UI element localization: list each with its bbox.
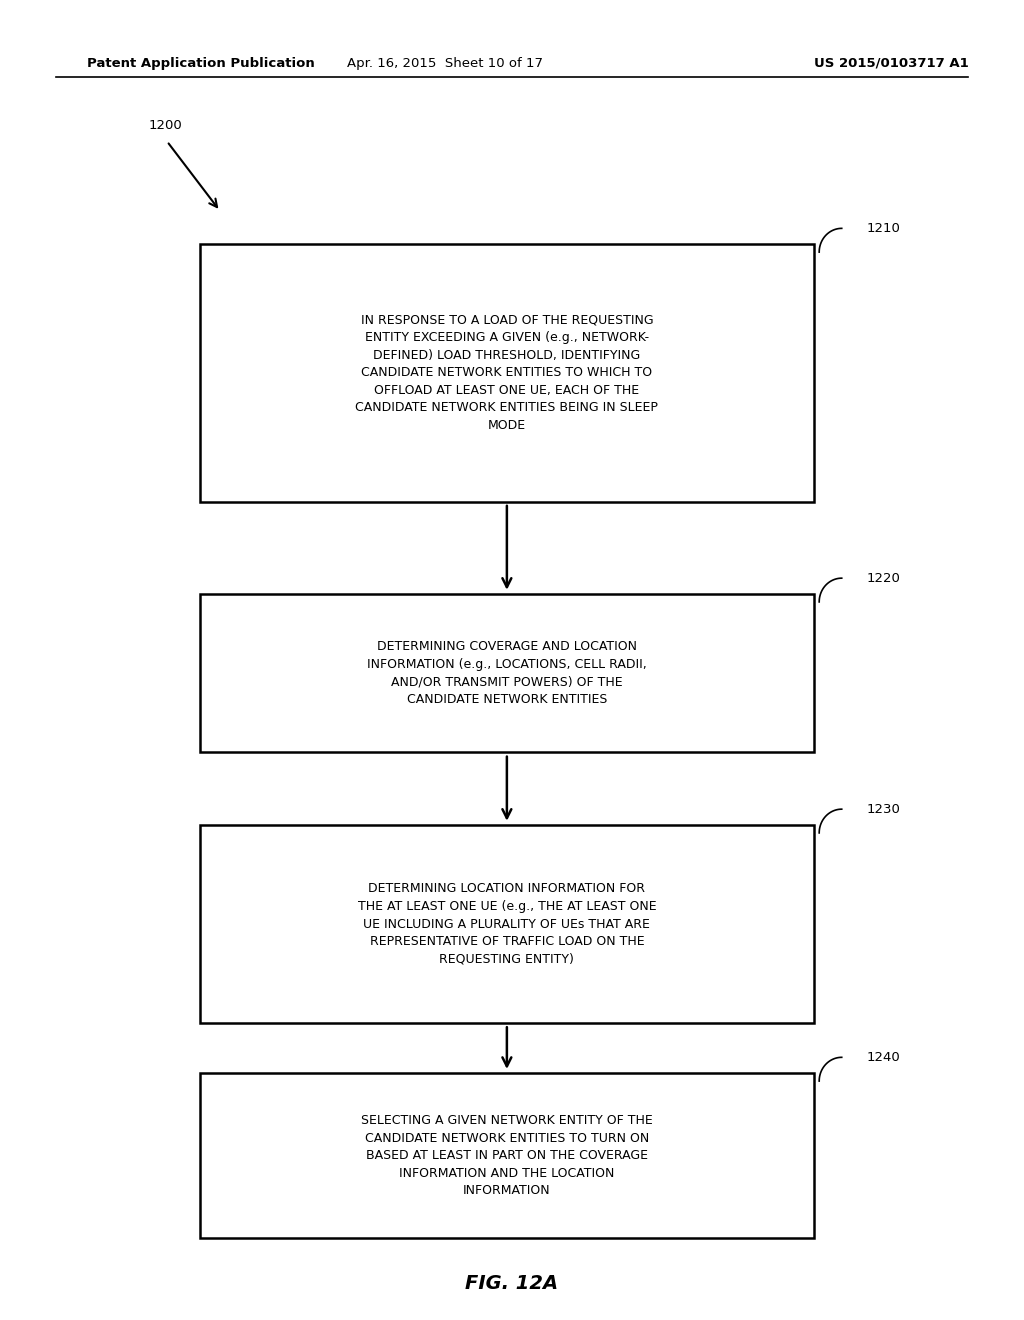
Text: 1200: 1200 [148, 119, 182, 132]
Text: 1210: 1210 [866, 222, 900, 235]
Bar [200, 1073, 814, 1238]
Bar [200, 594, 814, 752]
Text: DETERMINING LOCATION INFORMATION FOR
THE AT LEAST ONE UE (e.g., THE AT LEAST ONE: DETERMINING LOCATION INFORMATION FOR THE… [357, 883, 656, 965]
Text: FIG. 12A: FIG. 12A [466, 1274, 558, 1292]
Bar [200, 244, 814, 502]
Text: 1220: 1220 [866, 572, 900, 585]
Text: Apr. 16, 2015  Sheet 10 of 17: Apr. 16, 2015 Sheet 10 of 17 [347, 57, 544, 70]
Bar [200, 825, 814, 1023]
Text: 1230: 1230 [866, 803, 900, 816]
Text: IN RESPONSE TO A LOAD OF THE REQUESTING
ENTITY EXCEEDING A GIVEN (e.g., NETWORK-: IN RESPONSE TO A LOAD OF THE REQUESTING … [355, 314, 658, 432]
Text: Patent Application Publication: Patent Application Publication [87, 57, 314, 70]
Text: SELECTING A GIVEN NETWORK ENTITY OF THE
CANDIDATE NETWORK ENTITIES TO TURN ON
BA: SELECTING A GIVEN NETWORK ENTITY OF THE … [361, 1114, 652, 1197]
Text: DETERMINING COVERAGE AND LOCATION
INFORMATION (e.g., LOCATIONS, CELL RADII,
AND/: DETERMINING COVERAGE AND LOCATION INFORM… [367, 640, 647, 706]
Text: US 2015/0103717 A1: US 2015/0103717 A1 [813, 57, 969, 70]
Text: 1240: 1240 [866, 1051, 900, 1064]
